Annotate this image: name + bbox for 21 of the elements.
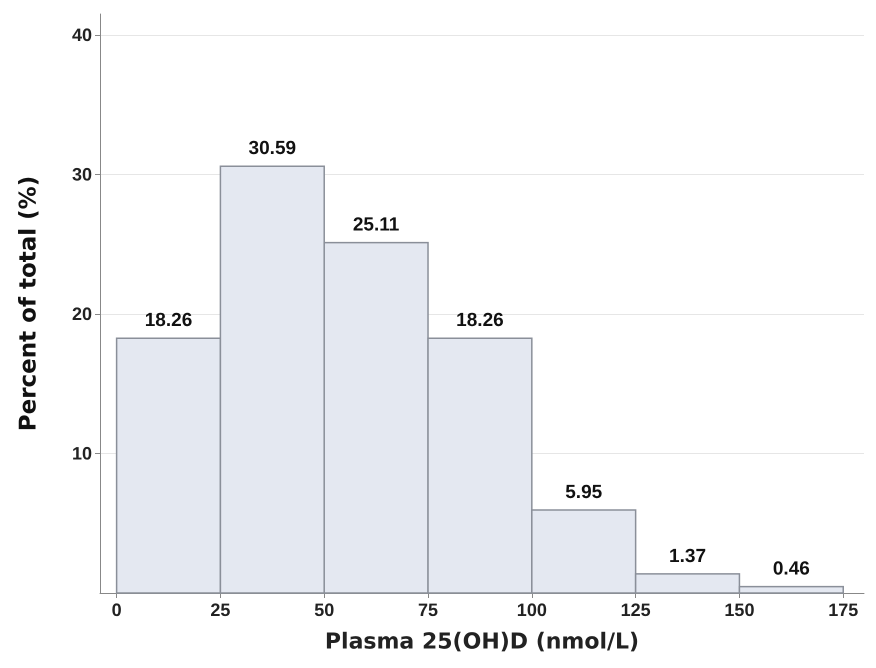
data-label: 25.11 [352,214,400,236]
data-label: 5.95 [565,482,603,503]
x-tick-label: 25 [210,600,230,620]
data-label: 30.59 [248,138,296,160]
y-tick-label: 20 [72,304,92,324]
x-tick-label: 150 [724,600,754,620]
data-label: 18.26 [456,310,504,332]
x-tick-label: 175 [828,600,858,620]
x-tick-label: 125 [620,600,651,620]
y-tick-label: 40 [72,24,92,45]
data-label: 18.26 [144,310,192,332]
x-tick-label: 50 [314,600,334,620]
data-label: 1.37 [669,546,706,567]
y-tick-label: 30 [72,164,92,184]
x-axis-title: Plasma 25(OH)D (nmol/L) [324,630,640,654]
y-tick-label: 10 [72,443,92,464]
x-tick-label: 0 [112,600,122,620]
x-tick-label: 75 [418,600,438,620]
data-label: 0.46 [772,558,810,580]
y-axis-title: Percent of total (%) [16,176,42,432]
x-tick-label: 100 [516,600,547,620]
